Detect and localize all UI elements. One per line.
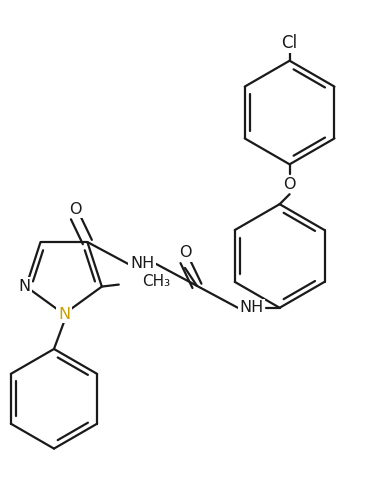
Text: N: N	[58, 307, 70, 322]
Text: N: N	[18, 279, 30, 294]
Text: Cl: Cl	[282, 34, 298, 52]
Text: O: O	[69, 202, 82, 217]
Text: O: O	[179, 246, 191, 260]
Text: NH: NH	[130, 256, 154, 271]
Text: CH₃: CH₃	[142, 274, 170, 289]
Text: O: O	[283, 177, 296, 192]
Text: NH: NH	[239, 300, 264, 315]
